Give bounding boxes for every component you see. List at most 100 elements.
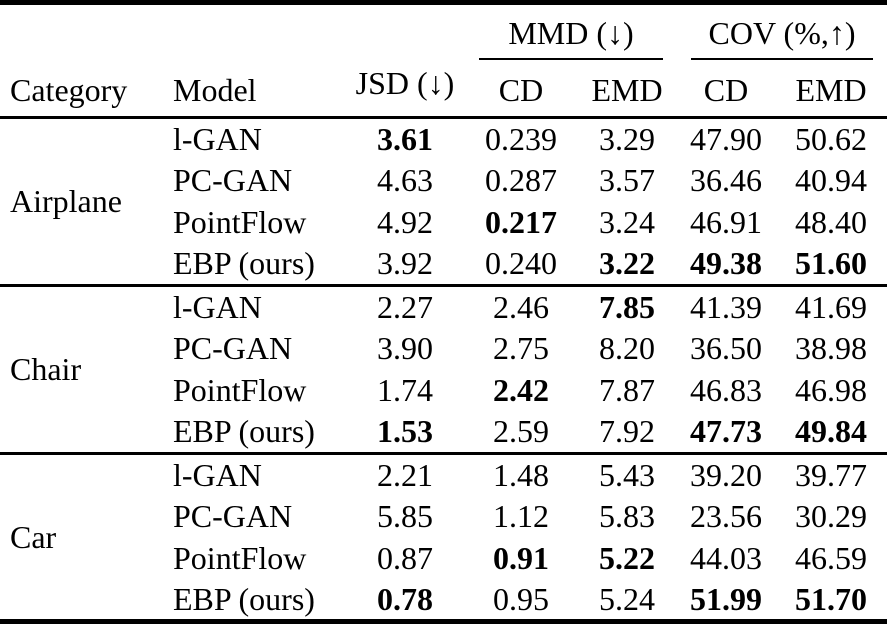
table-row: PointFlow 1.74 2.42 7.87 46.83 46.98 [0, 370, 887, 412]
model-cell: PC-GAN [173, 162, 293, 198]
header-sub-row: Category Model CD EMD CD EMD [0, 60, 887, 118]
mmd_emd-value-cell: 5.43 [577, 452, 678, 496]
model-cell: PointFlow [173, 540, 307, 576]
mmd_cd-value-cell: 0.239 [465, 116, 577, 160]
model-cell: EBP (ours) [173, 413, 315, 450]
model-cell: PC-GAN [173, 330, 293, 366]
jsd-value-cell: 3.92 [377, 245, 433, 282]
header-mmd-label: MMD (↓) [479, 15, 664, 60]
cov_cd-value-cell: 23.56 [690, 498, 763, 534]
table-row: Car l-GAN 2.21 1.48 5.43 39.20 39.77 [0, 452, 887, 622]
jsd-value-cell: 3.90 [377, 330, 433, 366]
jsd-value-cell: 0.87 [377, 540, 433, 576]
header-cov-group: COV (%,↑) [677, 3, 887, 60]
cov_cd-value-cell: 51.99 [690, 580, 763, 617]
mmd_emd-value-cell: 7.85 [577, 284, 678, 328]
header-group-row: JSD (↓) MMD (↓) COV (%,↑) [0, 3, 887, 101]
header-mmd-cd: CD [498, 72, 544, 108]
cov_emd-value-cell: 30.29 [795, 498, 868, 534]
jsd-value-cell: 2.21 [345, 452, 465, 496]
cov_cd-value-cell: 47.90 [677, 116, 776, 160]
mmd_cd-value-cell: 1.48 [465, 452, 577, 496]
header-spacer-model [160, 3, 345, 61]
header-cov-emd: EMD [795, 72, 867, 108]
header-model: Model [173, 72, 257, 108]
cov_emd-value-cell: 51.70 [795, 580, 868, 617]
model-cell: EBP (ours) [173, 580, 315, 617]
table-row: PC-GAN 3.90 2.75 8.20 36.50 38.98 [0, 328, 887, 370]
model-cell: l-GAN [160, 284, 345, 328]
cov_emd-value-cell: 51.60 [795, 245, 868, 282]
jsd-value-cell: 5.85 [377, 498, 433, 534]
jsd-value-cell: 4.63 [377, 162, 433, 198]
category-cell: Airplane [0, 116, 160, 286]
model-cell: PointFlow [173, 372, 307, 408]
cov_emd-value-cell: 38.98 [795, 330, 868, 366]
header-mmd-group: MMD (↓) [465, 3, 677, 60]
cov_emd-value-cell: 40.94 [795, 162, 868, 198]
jsd-value-cell: 1.53 [377, 413, 433, 450]
jsd-value-cell: 4.92 [377, 204, 433, 240]
mmd_cd-value-cell: 2.46 [465, 284, 577, 328]
mmd_emd-value-cell: 8.20 [599, 330, 655, 366]
cov_cd-value-cell: 36.50 [690, 330, 763, 366]
cov_cd-value-cell: 39.20 [677, 452, 776, 496]
category-cell: Chair [0, 284, 160, 454]
cov_emd-value-cell: 39.77 [775, 452, 887, 496]
table-row: EBP (ours) 1.53 2.59 7.92 47.73 49.84 [0, 412, 887, 454]
header-cov-cd: CD [703, 72, 749, 108]
cov_emd-value-cell: 41.69 [775, 284, 887, 328]
model-cell: l-GAN [160, 452, 345, 496]
cov_emd-value-cell: 50.62 [775, 116, 887, 160]
mmd_cd-value-cell: 0.95 [493, 580, 549, 617]
cov_emd-value-cell: 46.59 [795, 540, 868, 576]
cov_cd-value-cell: 47.73 [690, 413, 763, 450]
category-cell: Car [0, 452, 160, 622]
cov_cd-value-cell: 41.39 [677, 284, 776, 328]
table-row: Airplane l-GAN 3.61 0.239 3.29 47.90 50.62 [0, 116, 887, 286]
mmd_emd-value-cell: 3.57 [599, 162, 655, 198]
mmd_cd-value-cell: 2.59 [493, 413, 549, 450]
cov_emd-value-cell: 46.98 [795, 372, 868, 408]
jsd-value-cell: 3.61 [345, 116, 465, 160]
cov_cd-value-cell: 44.03 [690, 540, 763, 576]
header-cov-label: COV (%,↑) [691, 15, 874, 60]
cov_cd-value-cell: 49.38 [690, 245, 763, 282]
table-row: PC-GAN 5.85 1.12 5.83 23.56 30.29 [0, 496, 887, 538]
mmd_cd-value-cell: 0.240 [485, 245, 557, 282]
header-category: Category [10, 72, 128, 108]
mmd_emd-value-cell: 5.24 [599, 580, 655, 617]
table-row: PointFlow 0.87 0.91 5.22 44.03 46.59 [0, 538, 887, 580]
category-group-chair: Chair l-GAN 2.27 2.46 7.85 41.39 41.69 PC-GAN 3.… [0, 284, 887, 454]
mmd_emd-value-cell: 7.92 [599, 413, 655, 450]
jsd-value-cell: 0.78 [377, 580, 433, 617]
table-row: Chair l-GAN 2.27 2.46 7.85 41.39 41.69 [0, 284, 887, 454]
mmd_emd-value-cell: 5.22 [599, 540, 655, 576]
cov_emd-value-cell: 48.40 [795, 204, 868, 240]
header-jsd: JSD (↓) [355, 65, 455, 101]
model-cell: PC-GAN [173, 498, 293, 534]
mmd_cd-value-cell: 2.42 [493, 372, 549, 408]
jsd-value-cell: 2.27 [345, 284, 465, 328]
mmd_emd-value-cell: 3.24 [599, 204, 655, 240]
header-spacer-category [0, 3, 160, 61]
mmd_cd-value-cell: 2.75 [493, 330, 549, 366]
mmd_cd-value-cell: 1.12 [493, 498, 549, 534]
table-row: PointFlow 4.92 0.217 3.24 46.91 48.40 [0, 202, 887, 244]
cov_cd-value-cell: 46.91 [690, 204, 763, 240]
model-cell: EBP (ours) [173, 245, 315, 282]
mmd_emd-value-cell: 5.83 [599, 498, 655, 534]
cov_cd-value-cell: 46.83 [690, 372, 763, 408]
jsd-value-cell: 1.74 [377, 372, 433, 408]
model-cell: PointFlow [173, 204, 307, 240]
mmd_emd-value-cell: 7.87 [599, 372, 655, 408]
mmd_cd-value-cell: 0.217 [485, 204, 557, 240]
cov_emd-value-cell: 49.84 [795, 413, 868, 450]
cov_cd-value-cell: 36.46 [690, 162, 763, 198]
table-row: PC-GAN 4.63 0.287 3.57 36.46 40.94 [0, 160, 887, 202]
model-cell: l-GAN [160, 116, 345, 160]
table-row: EBP (ours) 0.78 0.95 5.24 51.99 51.70 [0, 580, 887, 622]
mmd_emd-value-cell: 3.29 [577, 116, 678, 160]
category-group-car: Car l-GAN 2.21 1.48 5.43 39.20 39.77 PC-GAN 5.85… [0, 452, 887, 622]
